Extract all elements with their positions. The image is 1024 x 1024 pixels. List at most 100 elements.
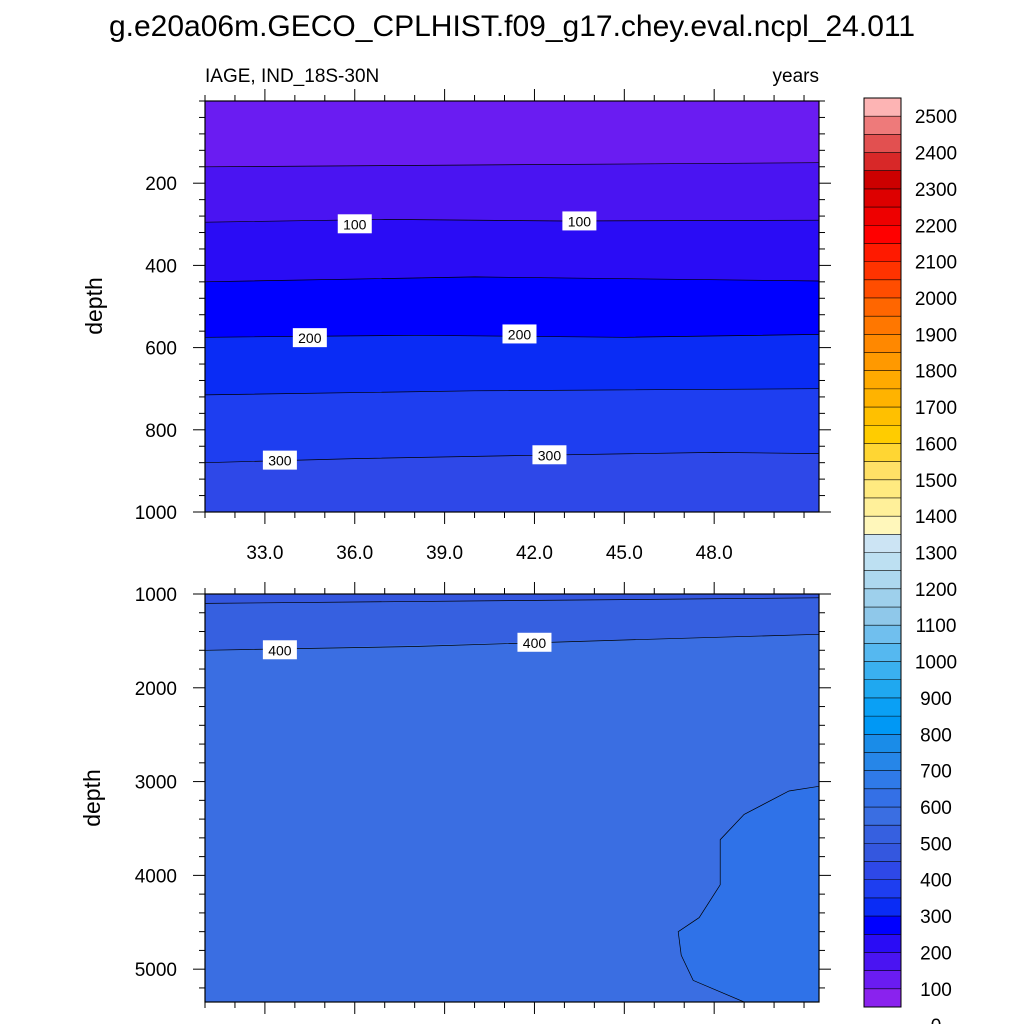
x-tick-label: 45.0 <box>606 543 643 564</box>
contour-label-box <box>262 640 297 660</box>
colorbar-swatch <box>864 552 901 571</box>
colorbar-swatch <box>864 98 901 117</box>
y-tick-label: 2000 <box>135 679 177 700</box>
colorbar-swatch <box>864 988 901 1008</box>
colorbar-swatch <box>864 661 901 681</box>
y-tick-label: 1000 <box>135 503 177 524</box>
y-tick-label: 400 <box>145 256 177 277</box>
colorbar-swatch <box>864 407 901 426</box>
colorbar-swatch <box>864 225 901 244</box>
colorbar-frame <box>863 97 902 1008</box>
colorbar-label: 1200 <box>915 580 957 601</box>
colorbar-label: 400 <box>920 871 952 892</box>
colorbar-swatch <box>864 770 901 790</box>
colorbar-swatch <box>864 897 901 917</box>
colorbar-swatch <box>864 697 901 717</box>
contour-label: 300 <box>268 453 292 469</box>
colorbar-label: 700 <box>920 762 952 783</box>
colorbar-swatch <box>864 297 901 317</box>
contour-line <box>205 388 819 396</box>
colorbar-label: 2300 <box>915 180 957 201</box>
colorbar-label: 1500 <box>915 471 957 492</box>
colorbar-label: 2000 <box>915 289 957 310</box>
colorbar-label: 0 <box>931 1016 942 1024</box>
colorbar-label: 2200 <box>915 216 957 237</box>
colorbar-swatch <box>864 479 901 499</box>
colorbar-swatch <box>864 152 901 172</box>
colorbar-swatch <box>864 916 901 935</box>
colorbar-label: 500 <box>920 834 952 855</box>
colorbar-label: 1400 <box>915 507 957 528</box>
colorbar-swatch <box>864 843 901 862</box>
x-tick-label: 36.0 <box>336 543 373 564</box>
colorbar-swatch <box>864 752 901 771</box>
contour-band <box>205 452 819 512</box>
contour-label-box <box>292 328 327 348</box>
y-tick-label: 3000 <box>135 773 177 794</box>
colorbar-swatch <box>864 261 901 281</box>
contour-label-box <box>532 445 567 465</box>
colorbar-label: 1700 <box>915 398 957 419</box>
colorbar-swatch <box>864 861 901 881</box>
colorbar-swatch <box>864 116 901 135</box>
contour-line <box>205 162 819 168</box>
contour-label: 100 <box>343 216 367 232</box>
colorbar-swatch <box>864 970 901 990</box>
contour-line <box>205 597 819 604</box>
contour-label: 200 <box>298 330 322 346</box>
contour-line <box>677 785 819 1002</box>
plot-frame <box>204 100 820 513</box>
contour-label: 400 <box>268 642 292 658</box>
colorbar-swatch <box>864 461 901 481</box>
colorbar-label: 900 <box>920 689 952 710</box>
colorbar-swatch <box>864 316 901 335</box>
contour-label: 100 <box>568 213 592 229</box>
colorbar-swatch <box>864 443 901 462</box>
colorbar-swatch <box>864 607 901 626</box>
colorbar-swatch <box>864 934 901 953</box>
y-tick-label: 4000 <box>135 866 177 887</box>
colorbar-swatch <box>864 370 901 390</box>
x-tick-label: 33.0 <box>246 543 283 564</box>
colorbar-swatch <box>864 170 901 190</box>
colorbar-swatch <box>864 207 901 226</box>
plot-area <box>205 101 819 512</box>
lower-panel-ylabel: depth <box>79 769 105 827</box>
colorbar-label: 100 <box>920 980 952 1001</box>
upper-panel-right-label: years <box>773 66 819 87</box>
contour-line <box>205 219 819 223</box>
colorbar-swatch <box>864 570 901 590</box>
lower-panel-plot: 400 400 1000 2000 3000 4000 5000 <box>135 582 831 1014</box>
colorbar-swatch <box>864 497 901 517</box>
colorbar-label: 2500 <box>915 107 957 128</box>
colorbar-swatch <box>864 788 901 808</box>
contour-label-box <box>262 450 297 470</box>
colorbar-label: 1300 <box>915 544 957 565</box>
colorbar-swatch <box>864 388 901 408</box>
colorbar-swatch <box>864 425 901 444</box>
colorbar-swatch <box>864 352 901 371</box>
contour-label-box <box>337 214 372 234</box>
colorbar-swatch <box>864 625 901 644</box>
contour-region <box>678 786 819 1002</box>
colorbar-label: 1900 <box>915 325 957 346</box>
contour-label-box <box>502 324 537 344</box>
colorbar-swatch <box>864 188 901 208</box>
x-tick-label: 48.0 <box>696 543 733 564</box>
plot-frame <box>204 593 820 1003</box>
y-tick-label: 600 <box>145 339 177 360</box>
colorbar-label: 1600 <box>915 434 957 455</box>
contour-region <box>205 597 819 651</box>
contour-label: 400 <box>523 635 547 651</box>
y-tick-label: 1000 <box>135 585 177 606</box>
colorbar-swatch <box>864 279 901 299</box>
colorbar-label: 300 <box>920 907 952 928</box>
colorbar-swatch <box>864 716 901 735</box>
colorbar-label: 1800 <box>915 362 957 383</box>
contour-region <box>205 594 819 604</box>
chart-title: g.e20a06m.GECO_CPLHIST.f09_g17.chey.eval… <box>109 10 915 43</box>
colorbar: 2500240023002200210020001900180017001600… <box>863 97 957 1024</box>
upper-panel-ylabel: depth <box>81 277 107 335</box>
colorbar-label: 600 <box>920 798 952 819</box>
